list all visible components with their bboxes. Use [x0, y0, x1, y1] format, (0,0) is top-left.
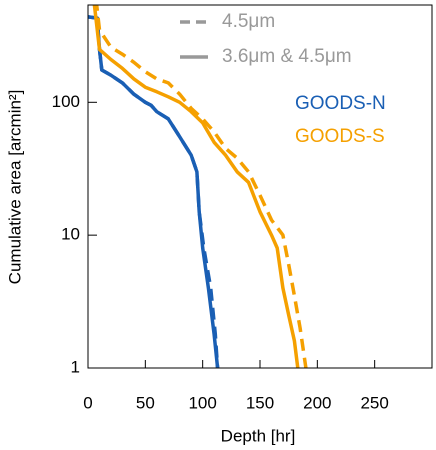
data-line	[94, 5, 308, 368]
x-tick-label: 100	[188, 393, 216, 412]
y-tick-label: 1	[71, 357, 80, 376]
y-tick-label: 10	[61, 225, 80, 244]
x-tick-label: 250	[360, 393, 388, 412]
plot-lines	[88, 5, 308, 368]
y-tick-label: 100	[52, 92, 80, 111]
legend-label: 3.6μm & 4.5μm	[222, 46, 352, 67]
y-axis-title: Cumulative area [arcmin²]	[5, 90, 24, 285]
x-tick-label: 0	[83, 393, 92, 412]
legend-label: 4.5μm	[222, 11, 275, 32]
x-tick-label: 50	[136, 393, 155, 412]
x-tick-label: 200	[303, 393, 331, 412]
x-tick-label: 150	[246, 393, 274, 412]
data-line	[92, 5, 300, 368]
legend-label: GOODS-S	[295, 126, 385, 147]
legend-label: GOODS-N	[295, 93, 386, 114]
x-axis-title: Depth [hr]	[221, 426, 296, 445]
data-line	[88, 15, 220, 368]
